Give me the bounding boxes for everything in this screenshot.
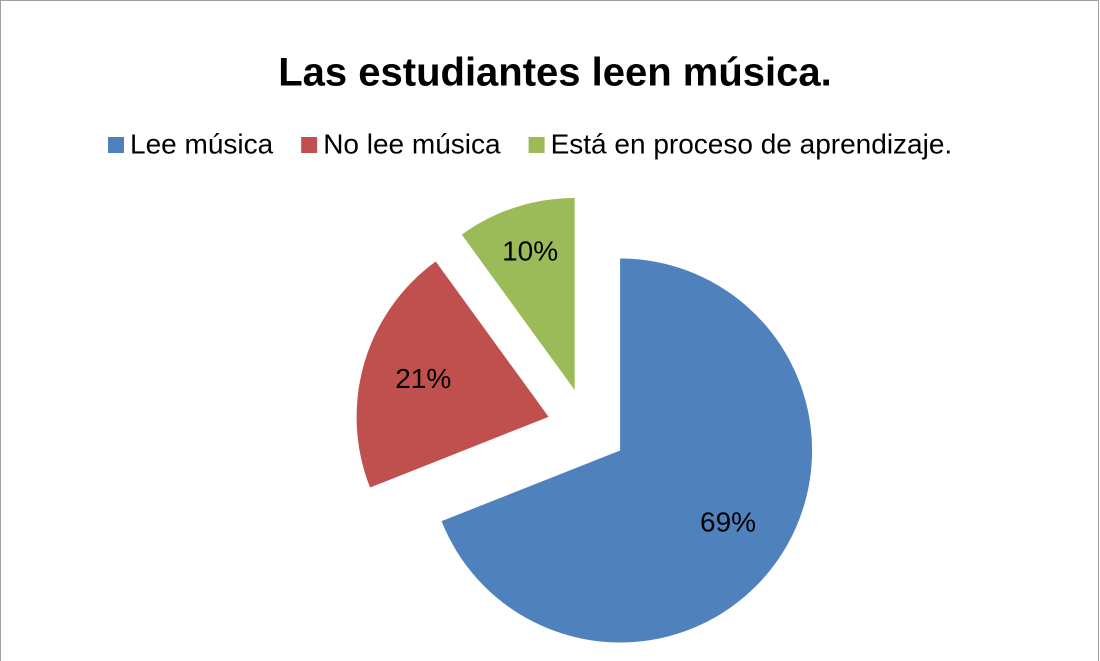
pie-slice	[356, 261, 549, 488]
legend-label: Lee música	[130, 128, 274, 159]
data-label: 10%	[502, 235, 558, 266]
legend-label: Está en proceso de aprendizaje.	[551, 128, 953, 159]
pie-slice	[461, 197, 575, 390]
chart-title: Las estudiantes leen música.	[278, 51, 832, 95]
pie-slice	[441, 258, 813, 643]
data-label: 69%	[700, 506, 756, 537]
legend-swatch	[108, 137, 124, 153]
data-label: 21%	[395, 363, 451, 394]
legend-label: No lee música	[323, 128, 501, 159]
legend-swatch	[528, 137, 545, 153]
legend-swatch	[301, 137, 318, 153]
